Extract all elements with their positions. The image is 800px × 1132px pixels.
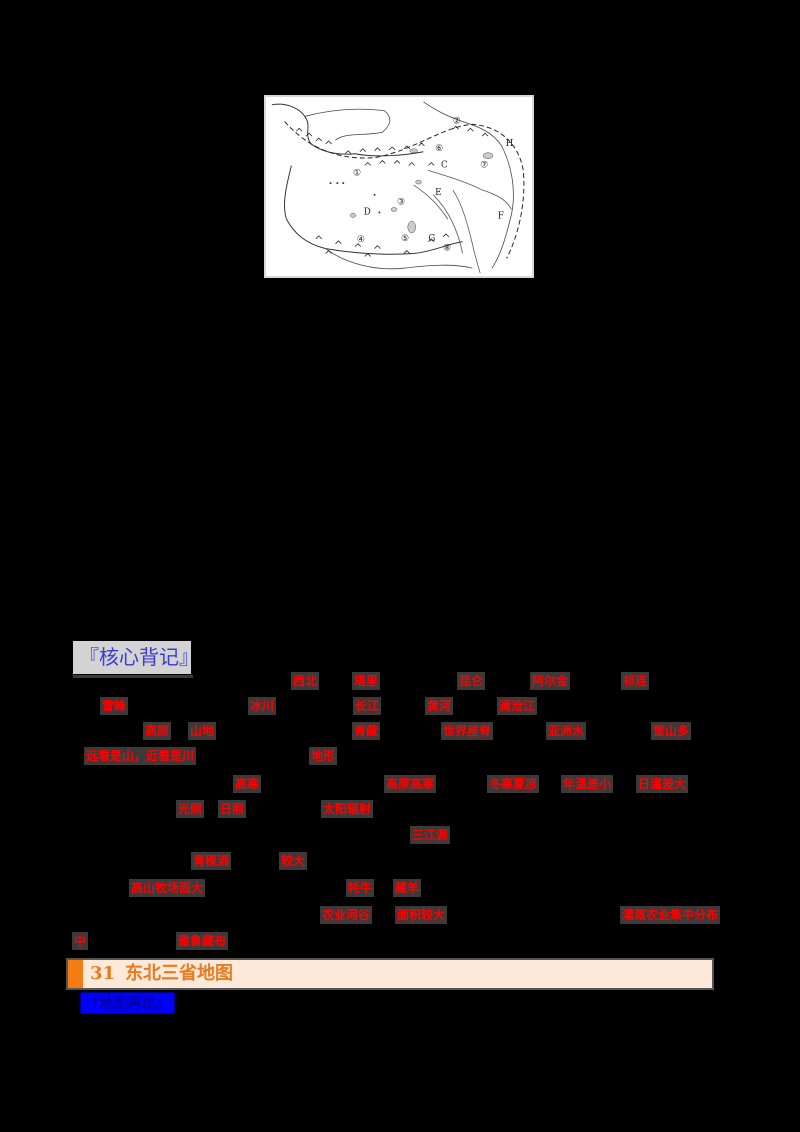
highlight-term: 日照 <box>218 800 247 818</box>
map-label-f: F <box>498 211 504 221</box>
highlight-term: 世界屋脊 <box>441 722 494 740</box>
map-label-6: ⑥ <box>435 144 443 154</box>
map-label-3: ③ <box>397 198 405 208</box>
highlight-term: 青藏 <box>352 722 381 740</box>
highlight-term: 阿尔金 <box>530 672 571 690</box>
highlight-term: 太阳辐射 <box>321 800 374 818</box>
highlight-term: 黄河 <box>425 697 454 715</box>
highlight-term: 西北 <box>291 672 320 690</box>
map-label-c: C <box>441 160 448 170</box>
map-label-5: ⑤ <box>401 234 409 244</box>
map-label-g: G <box>428 234 435 244</box>
highlight-term: 雅鲁藏布 <box>176 932 229 950</box>
section-title-text: 东北三省地图 <box>125 963 234 984</box>
highlight-term: 地形 <box>309 747 338 765</box>
section-number: 31 <box>90 963 116 984</box>
map-drawing: ① ② ③ ④ ⑤ ⑥ ⑦ ⑧ C D E F G H <box>271 101 525 274</box>
highlight-term: 祁连 <box>621 672 650 690</box>
highlight-term: 高寒 <box>233 775 262 793</box>
map-label-d: D <box>364 207 371 217</box>
highlight-term: 高山牧场面大 <box>129 879 206 897</box>
highlight-term: 山地 <box>188 722 217 740</box>
highlight-term: 三江源 <box>410 826 451 844</box>
tibetan-plateau-map: ① ② ③ ④ ⑤ ⑥ ⑦ ⑧ C D E F G H <box>264 95 534 278</box>
highlight-term: 青稞酒 <box>191 852 232 870</box>
highlight-term: 远看是山，近看是川 <box>84 747 197 765</box>
section-title: 31 东北三省地图 <box>90 960 233 988</box>
highlight-term: 昆仑 <box>457 672 486 690</box>
highlight-term: 亚洲水 <box>546 722 587 740</box>
section-header-bar: 31 东北三省地图 <box>66 958 714 990</box>
highlight-term: 雪峰 <box>100 697 129 715</box>
section-accent <box>68 960 83 988</box>
map-label-1: ① <box>353 168 361 178</box>
map-reproduction-tag: 『地图再现』 <box>80 992 175 1014</box>
map-label-8: ⑧ <box>443 244 451 254</box>
highlight-term: 中 <box>72 932 89 950</box>
highlight-term: 藏羊 <box>393 879 422 897</box>
highlight-term: 牦牛 <box>346 879 375 897</box>
map-label-7: ⑦ <box>480 160 488 170</box>
highlight-term: 年温差小 <box>561 775 614 793</box>
map-label-2: ② <box>453 116 461 126</box>
highlight-term: 塔里 <box>352 672 381 690</box>
highlight-term: 灌溉农业集中分布 <box>620 906 721 924</box>
map-label-e: E <box>435 188 441 198</box>
map-label-h: H <box>506 139 514 149</box>
highlight-term: 光照 <box>176 800 205 818</box>
highlight-term: 面积较大 <box>395 906 448 924</box>
highlight-term: 农业河谷 <box>320 906 373 924</box>
highlight-term: 日温差大 <box>636 775 689 793</box>
highlight-term: 雪山多 <box>651 722 692 740</box>
core-recall-tag: 『核心背记』 <box>73 641 199 674</box>
highlight-term: 冰川 <box>248 697 277 715</box>
highlight-term: 长江 <box>353 697 382 715</box>
faint-text-line <box>73 675 193 678</box>
highlight-term: 澜沧江 <box>497 697 538 715</box>
highlight-term: 高原高寒 <box>384 775 437 793</box>
highlight-term: 冬寒夏凉 <box>487 775 540 793</box>
map-label-4: ④ <box>357 235 365 245</box>
highlight-term: 高原 <box>143 722 172 740</box>
highlight-term: 较大 <box>279 852 308 870</box>
